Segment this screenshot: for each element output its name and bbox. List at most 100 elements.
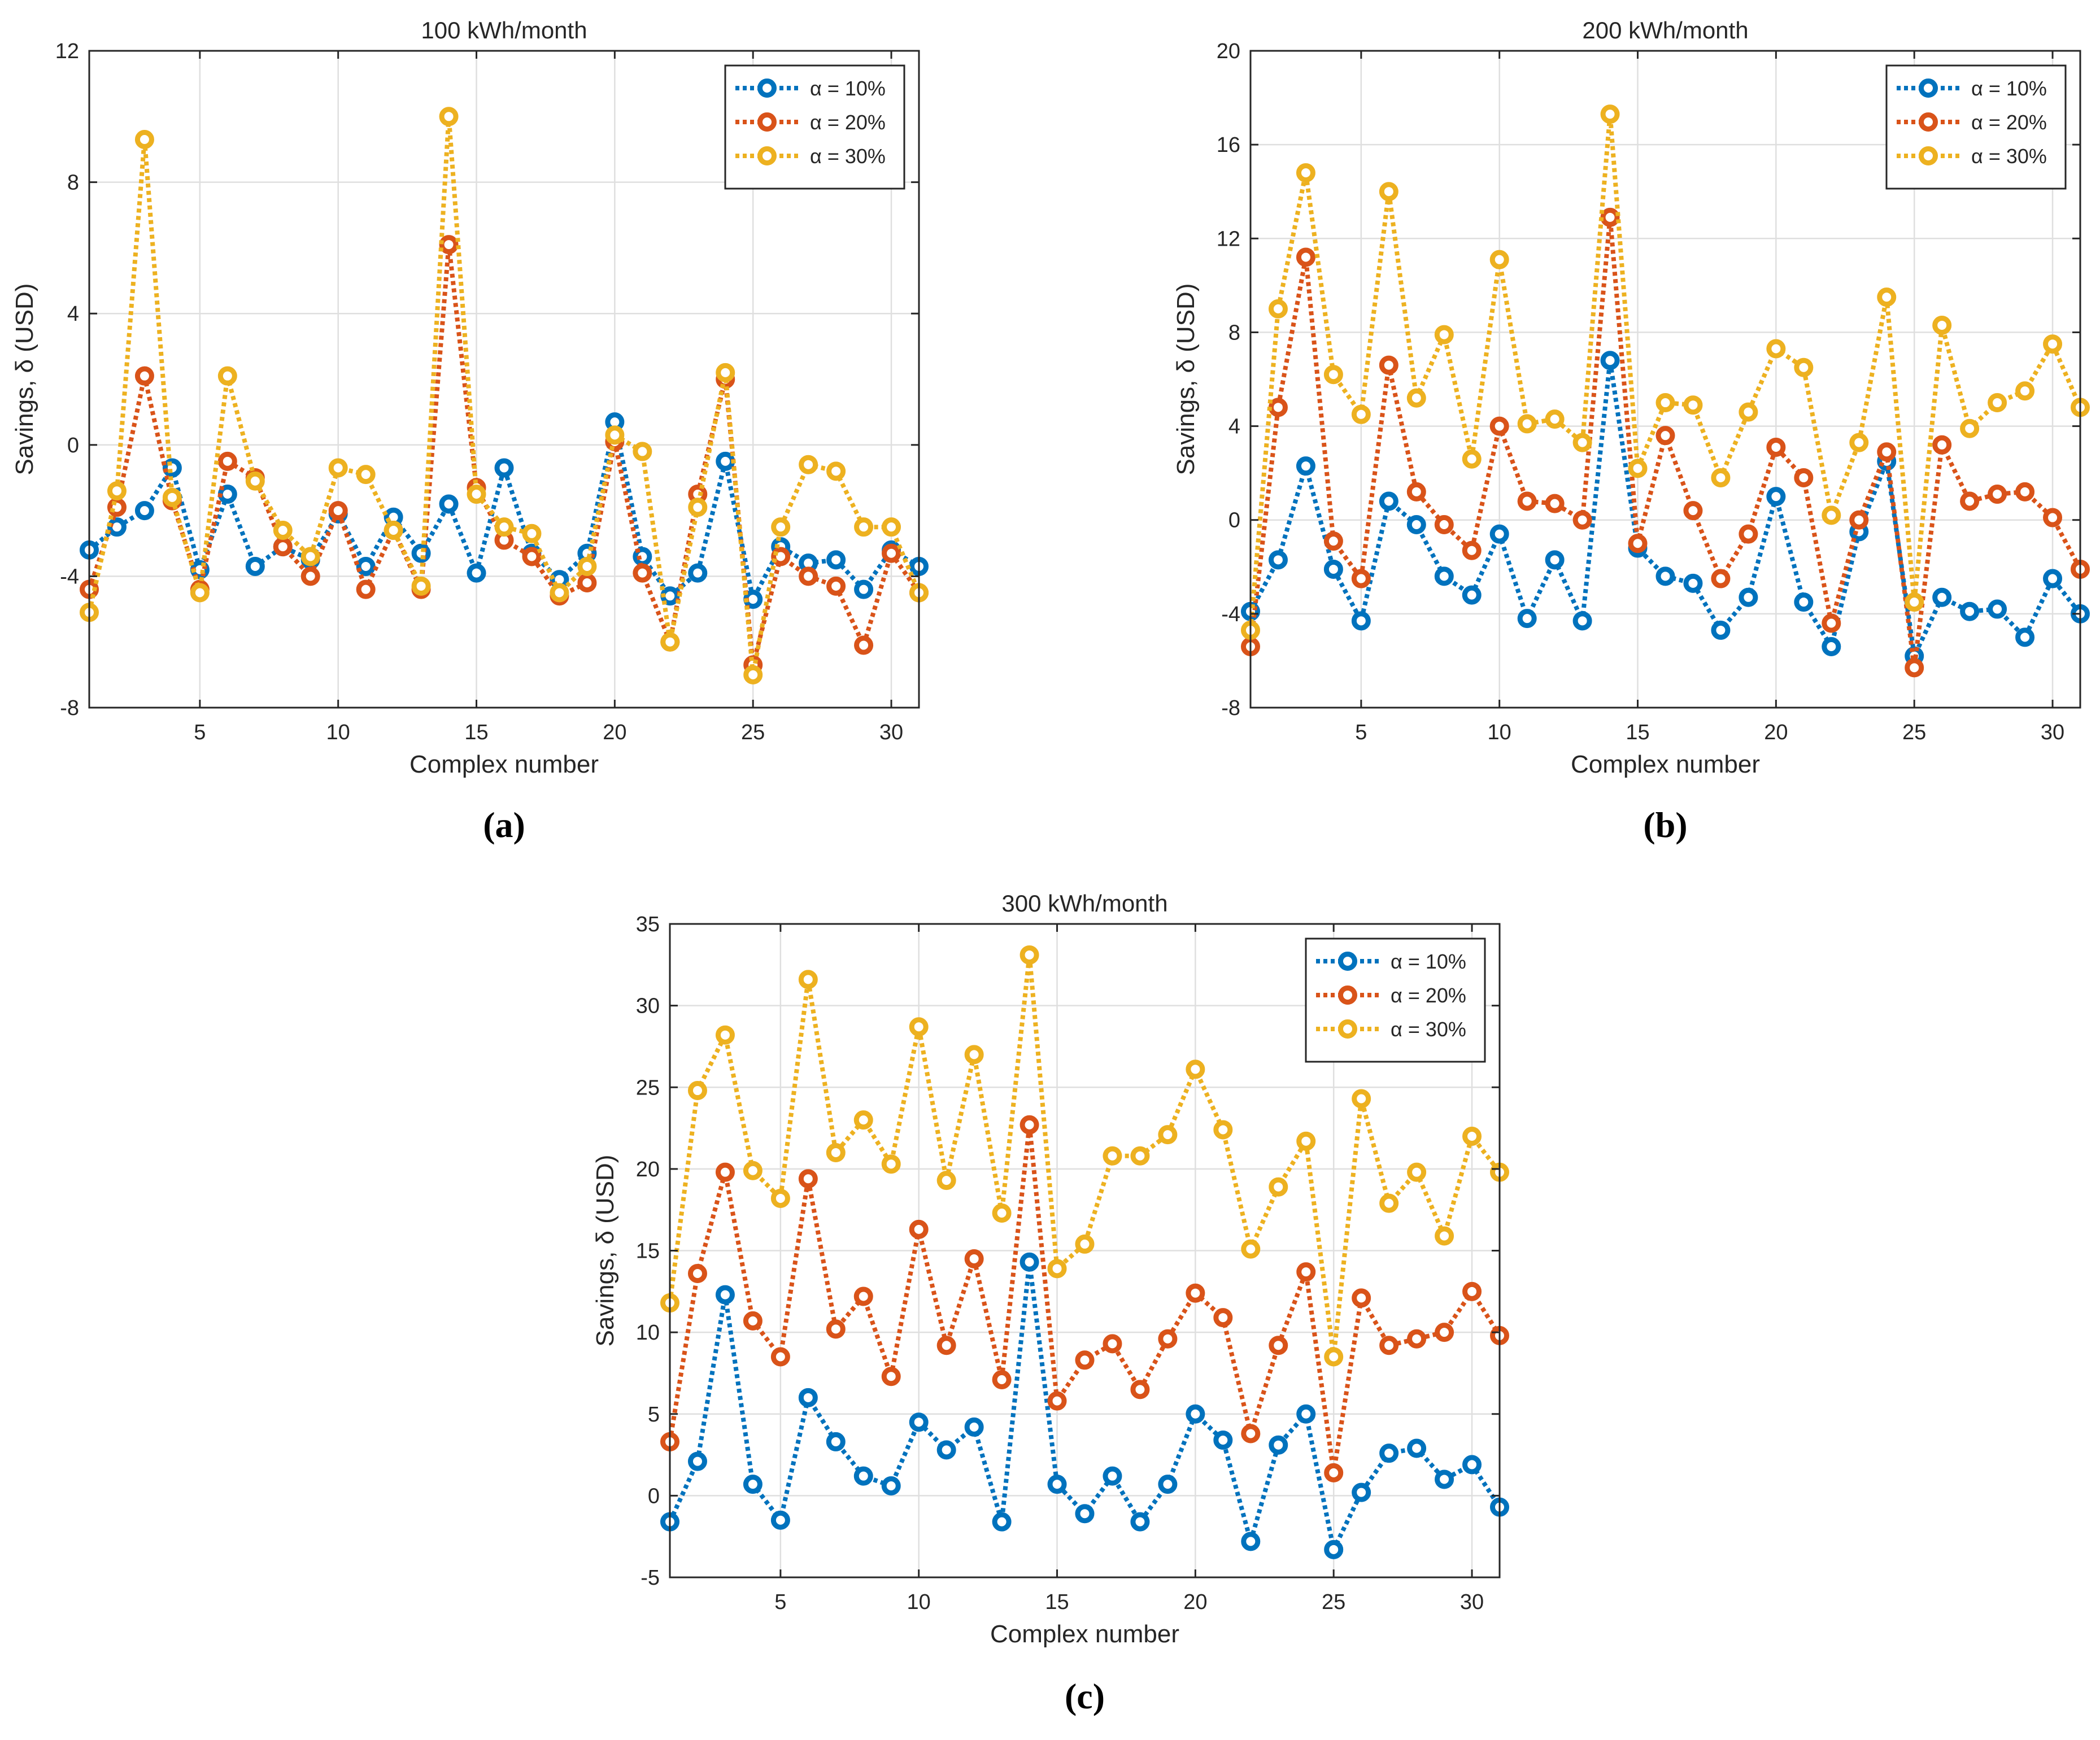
data-point [826, 1142, 846, 1162]
legend-box [1305, 937, 1486, 1063]
data-point [826, 1432, 846, 1451]
data-point [384, 520, 403, 540]
data-point [715, 1285, 735, 1305]
data-point [1988, 393, 2007, 413]
legend: α = 10% α = 20% α = 30% [1885, 64, 2067, 190]
data-point [687, 1081, 707, 1101]
legend-marker [1338, 985, 1357, 1005]
data-point [1766, 487, 1786, 507]
data-point [467, 563, 486, 583]
data-point [853, 1466, 873, 1486]
x-tick-label: 15 [1626, 721, 1649, 744]
legend-box [1885, 64, 2067, 190]
data-point [2015, 381, 2035, 401]
data-point [356, 465, 376, 485]
data-point [1739, 524, 1758, 544]
legend: α = 10% α = 20% α = 30% [1305, 937, 1486, 1063]
y-tick-label: 15 [636, 1240, 660, 1263]
y-axis-label: Savings, δ (USD) [591, 1155, 619, 1347]
y-tick-label: 4 [67, 302, 79, 326]
data-point [217, 451, 237, 471]
data-point [1269, 1435, 1288, 1455]
data-point [1655, 426, 1675, 446]
chart-title: 200 kWh/month [1582, 17, 1748, 43]
data-point [467, 485, 486, 504]
data-point [798, 970, 818, 989]
y-tick-label: 12 [55, 40, 79, 63]
x-tick-label: 10 [326, 721, 350, 744]
data-point [1323, 531, 1343, 551]
data-point [1877, 442, 1897, 462]
y-tick-label: 20 [636, 1158, 660, 1181]
data-point [2043, 569, 2063, 588]
y-tick-label: 16 [1217, 133, 1240, 157]
data-point [881, 1154, 901, 1174]
data-point [577, 556, 597, 576]
data-point [1794, 592, 1814, 612]
data-point [992, 1370, 1012, 1390]
data-point [1296, 1404, 1316, 1424]
data-point [770, 1188, 790, 1208]
data-point [1711, 569, 1731, 588]
data-point [494, 458, 514, 478]
data-point [881, 1367, 901, 1386]
x-tick-label: 10 [907, 1590, 931, 1614]
data-point [936, 1336, 956, 1355]
data-point [633, 563, 652, 583]
data-point [1269, 1177, 1288, 1197]
data-point [1019, 1252, 1039, 1272]
legend: α = 10% α = 20% α = 30% [724, 64, 905, 190]
data-point [854, 579, 874, 599]
y-tick-label: -4 [1221, 603, 1240, 626]
data-point [1351, 569, 1371, 588]
data-point [770, 1347, 790, 1367]
data-point [1462, 1127, 1482, 1146]
data-point [881, 1476, 901, 1496]
data-point [2043, 508, 2063, 527]
data-point [2015, 627, 2035, 647]
data-point [1739, 587, 1758, 607]
data-point [1462, 540, 1482, 560]
series-2 [1241, 207, 2090, 678]
data-point [162, 487, 182, 507]
data-point [1711, 468, 1731, 487]
data-point [1296, 163, 1315, 182]
data-point [1323, 365, 1343, 385]
data-point [550, 583, 569, 603]
data-point [826, 550, 846, 570]
data-point [1434, 515, 1454, 535]
data-point [1186, 1404, 1205, 1424]
data-point [162, 458, 182, 478]
data-point [1296, 456, 1315, 476]
data-point [1960, 491, 1980, 511]
data-point [1932, 315, 1952, 335]
data-point [411, 576, 431, 596]
data-point [1379, 491, 1398, 511]
data-point [1407, 1329, 1427, 1349]
data-point [273, 537, 293, 557]
legend-marker [757, 112, 777, 132]
data-point [1877, 287, 1897, 307]
data-point [328, 501, 348, 521]
data-point [1352, 1288, 1371, 1308]
data-point [743, 665, 763, 684]
data-point [1766, 437, 1786, 457]
legend-label: α = 30% [1391, 1018, 1466, 1041]
data-point [1241, 1424, 1261, 1444]
axes-box [1249, 50, 2081, 709]
legend-label: α = 20% [1971, 111, 2047, 134]
data-point [826, 576, 846, 596]
data-point [134, 366, 154, 386]
x-tick-label: 20 [603, 721, 626, 744]
data-point [853, 1110, 873, 1130]
data-point [273, 520, 293, 540]
data-point [107, 498, 127, 517]
data-point [687, 1451, 707, 1471]
data-point [854, 635, 874, 655]
legend-marker [1338, 1019, 1357, 1039]
data-point [1517, 414, 1537, 434]
data-point [245, 556, 265, 576]
data-point [1545, 494, 1565, 513]
data-point [1213, 1308, 1233, 1328]
data-point [1103, 1146, 1122, 1166]
